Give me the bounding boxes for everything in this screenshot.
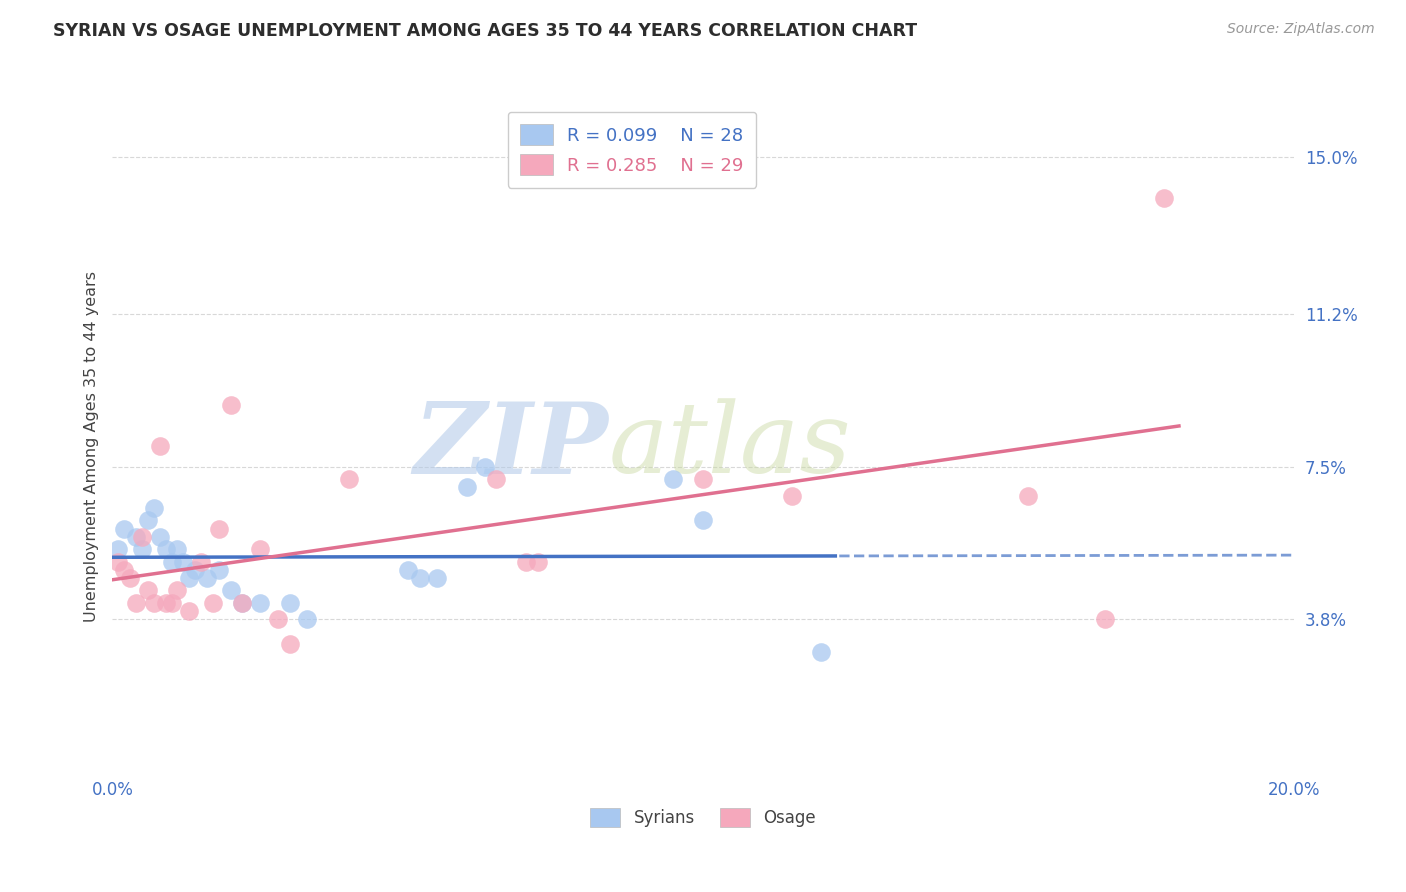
Point: [278, 596, 301, 610]
Point: [1153, 191, 1175, 205]
Point: [120, 571, 142, 585]
Point: [456, 480, 478, 494]
Text: SYRIAN VS OSAGE UNEMPLOYMENT AMONG AGES 35 TO 44 YEARS CORRELATION CHART: SYRIAN VS OSAGE UNEMPLOYMENT AMONG AGES …: [53, 22, 918, 40]
Point: [408, 571, 430, 585]
Point: [692, 472, 714, 486]
Point: [179, 604, 201, 618]
Point: [155, 596, 177, 610]
Point: [112, 521, 135, 535]
Point: [172, 554, 194, 569]
Y-axis label: Unemployment Among Ages 35 to 44 years: Unemployment Among Ages 35 to 44 years: [83, 270, 98, 622]
Text: ZIP: ZIP: [413, 398, 609, 494]
Point: [249, 542, 271, 557]
Point: [426, 571, 449, 585]
Point: [149, 530, 172, 544]
Point: [267, 612, 290, 626]
Point: [142, 500, 165, 515]
Point: [231, 596, 253, 610]
Point: [297, 612, 319, 626]
Point: [278, 637, 301, 651]
Point: [249, 596, 271, 610]
Point: [149, 439, 172, 453]
Point: [107, 542, 129, 557]
Point: [485, 472, 508, 486]
Point: [184, 563, 207, 577]
Text: atlas: atlas: [609, 399, 851, 493]
Point: [662, 472, 685, 486]
Point: [166, 583, 188, 598]
Point: [179, 571, 201, 585]
Point: [474, 459, 496, 474]
Point: [201, 596, 224, 610]
Point: [515, 554, 537, 569]
Point: [155, 542, 177, 557]
Point: [190, 554, 212, 569]
Point: [208, 563, 231, 577]
Point: [131, 530, 153, 544]
Point: [160, 596, 183, 610]
Point: [1094, 612, 1116, 626]
Point: [208, 521, 231, 535]
Point: [195, 571, 218, 585]
Point: [131, 542, 153, 557]
Point: [136, 513, 159, 527]
Point: [692, 513, 714, 527]
Point: [337, 472, 360, 486]
Text: Source: ZipAtlas.com: Source: ZipAtlas.com: [1227, 22, 1375, 37]
Point: [112, 563, 135, 577]
Point: [107, 554, 129, 569]
Point: [396, 563, 419, 577]
Point: [526, 554, 548, 569]
Point: [125, 596, 148, 610]
Point: [166, 542, 188, 557]
Point: [810, 645, 832, 659]
Point: [136, 583, 159, 598]
Point: [231, 596, 253, 610]
Point: [142, 596, 165, 610]
Point: [219, 398, 242, 412]
Point: [780, 489, 803, 503]
Legend: Syrians, Osage: Syrians, Osage: [583, 801, 823, 834]
Point: [1017, 489, 1039, 503]
Point: [160, 554, 183, 569]
Point: [219, 583, 242, 598]
Point: [125, 530, 148, 544]
